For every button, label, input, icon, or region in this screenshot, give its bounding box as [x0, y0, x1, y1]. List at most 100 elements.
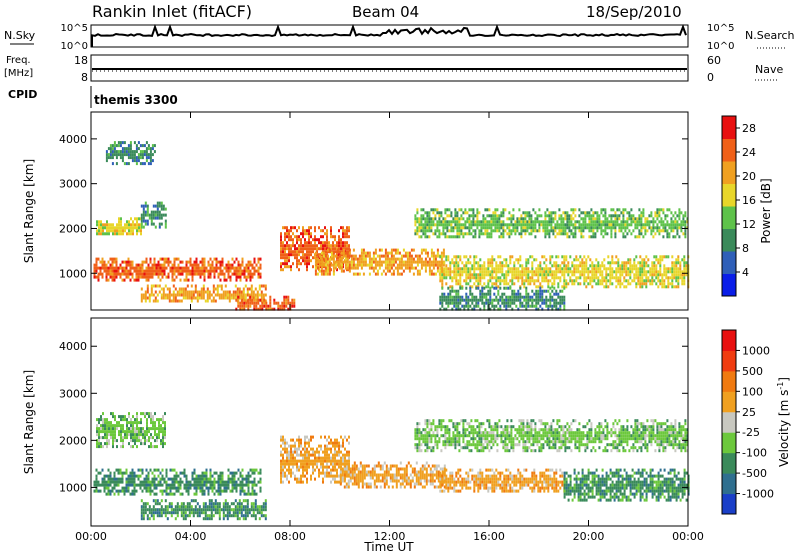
data-cell: [142, 296, 145, 300]
data-cell: [187, 486, 190, 490]
data-cell: [460, 217, 463, 221]
data-cell: [234, 499, 237, 503]
data-cell: [249, 295, 252, 299]
data-cell: [209, 275, 212, 279]
data-cell: [108, 430, 110, 434]
data-cell: [551, 285, 554, 289]
data-cell: [143, 483, 146, 487]
data-cell: [639, 273, 642, 277]
data-cell: [168, 296, 171, 300]
data-cell: [556, 223, 559, 227]
data-cell: [656, 214, 659, 218]
data-cell: [241, 257, 244, 261]
data-cell: [467, 273, 470, 277]
data-cell: [608, 226, 611, 230]
data-cell: [642, 214, 645, 218]
data-cell: [117, 480, 120, 484]
data-cell: [655, 255, 658, 259]
data-cell: [160, 427, 162, 431]
data-cell: [602, 223, 605, 227]
data-cell: [380, 272, 383, 276]
data-cell: [418, 220, 421, 224]
data-cell: [123, 153, 126, 157]
data-cell: [129, 266, 132, 270]
data-cell: [152, 284, 155, 288]
data-cell: [152, 517, 155, 521]
data-cell: [451, 301, 454, 305]
data-cell: [466, 226, 469, 230]
data-cell: [673, 267, 676, 271]
data-cell: [448, 220, 451, 224]
data-cell: [218, 284, 221, 288]
data-cell: [147, 275, 150, 279]
data-cell: [149, 275, 152, 279]
data-cell: [370, 260, 373, 264]
data-cell: [457, 261, 460, 265]
data-cell: [109, 275, 112, 279]
data-cell: [194, 499, 197, 503]
data-cell: [203, 278, 206, 282]
data-cell: [306, 241, 308, 245]
data-cell: [111, 480, 114, 484]
data-cell: [352, 254, 355, 258]
data-cell: [534, 220, 537, 224]
data-cell: [680, 226, 683, 230]
data-cell: [446, 214, 449, 218]
data-cell: [160, 207, 163, 211]
data-cell: [320, 244, 322, 248]
data-cell: [328, 272, 331, 276]
data-cell: [243, 492, 246, 496]
data-cell: [282, 447, 284, 451]
data-cell: [473, 295, 476, 299]
data-cell: [185, 483, 188, 487]
data-cell: [316, 253, 318, 257]
data-cell: [552, 217, 555, 221]
data-cell: [480, 220, 483, 224]
data-cell: [668, 208, 671, 212]
data-cell: [412, 260, 415, 264]
data-cell: [535, 307, 538, 311]
data-cell: [559, 270, 562, 274]
data-cell: [655, 276, 658, 280]
data-cell: [554, 226, 557, 230]
data-cell: [217, 489, 220, 493]
data-cell: [352, 248, 355, 252]
data-cell: [137, 269, 140, 273]
data-cell: [422, 229, 425, 233]
data-cell: [136, 217, 138, 221]
data-cell: [462, 232, 465, 236]
data-cell: [202, 284, 205, 288]
data-cell: [156, 293, 159, 297]
data-cell: [182, 508, 185, 512]
data-cell: [613, 261, 616, 265]
data-cell: [227, 477, 230, 481]
data-cell: [567, 270, 570, 274]
data-cell: [162, 207, 165, 211]
data-cell: [551, 307, 554, 311]
data-cell: [533, 279, 536, 283]
data-cell: [118, 232, 120, 236]
data-cell: [255, 269, 258, 273]
data-cell: [621, 273, 624, 277]
data-cell: [245, 304, 248, 308]
data-cell: [200, 296, 203, 300]
data-cell: [142, 210, 145, 214]
data-cell: [255, 304, 258, 308]
data-cell: [679, 276, 682, 280]
data-cell: [583, 279, 586, 283]
data-cell: [173, 483, 176, 487]
data-cell: [239, 480, 242, 484]
data-cell: [525, 261, 528, 265]
data-cell: [647, 276, 650, 280]
data-cell: [130, 226, 132, 230]
data-cell: [202, 502, 205, 506]
data-cell: [129, 156, 132, 160]
data-cell: [514, 226, 517, 230]
data-cell: [573, 279, 576, 283]
data-cell: [122, 445, 124, 449]
data-cell: [126, 430, 128, 434]
data-cell: [455, 301, 458, 305]
data-cell: [133, 278, 136, 282]
data-cell: [497, 289, 500, 293]
